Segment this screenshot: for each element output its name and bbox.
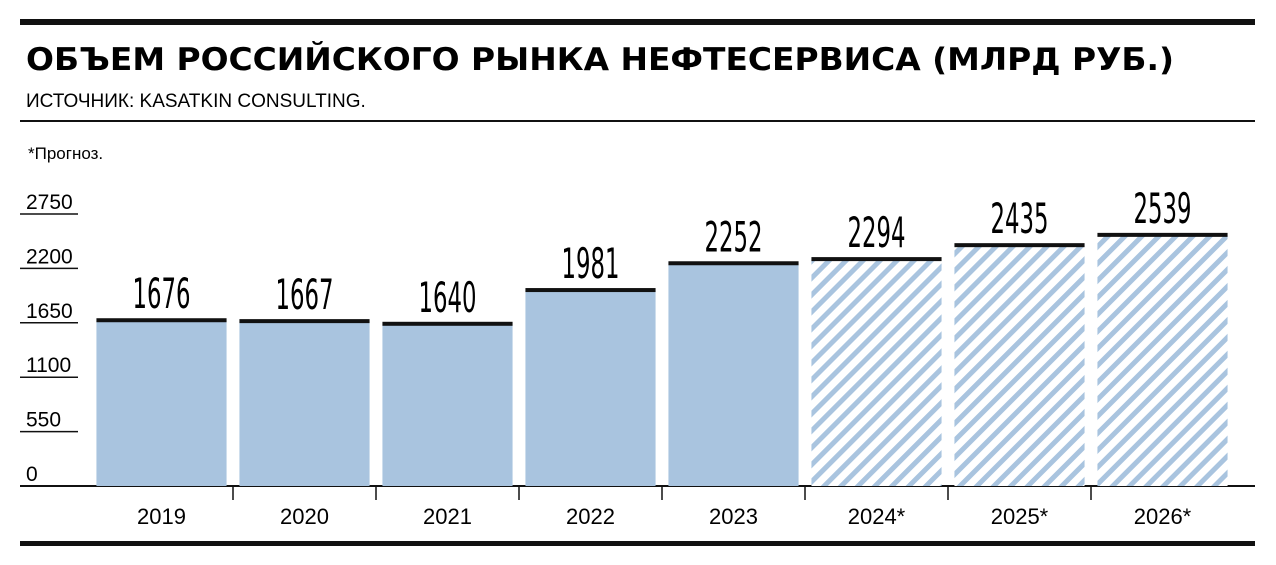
bar: [811, 259, 942, 486]
y-tick-label: 0: [26, 463, 38, 486]
bar: [525, 290, 656, 486]
x-tick-label: 2025*: [991, 504, 1049, 529]
bar: [668, 263, 799, 486]
top-rule: [20, 19, 1255, 25]
value-label: 1981: [562, 239, 620, 288]
bar-cap: [1097, 232, 1228, 237]
bar-cap: [811, 257, 942, 262]
bottom-rule: [20, 541, 1255, 546]
bar-cap: [525, 288, 656, 293]
x-tick-label: 2020: [280, 504, 329, 529]
bar-cap: [239, 319, 370, 324]
y-tick-label: 1100: [26, 354, 71, 377]
bar: [1097, 234, 1228, 486]
bar: [96, 320, 227, 486]
y-tick-label: 550: [26, 409, 61, 432]
value-label: 1676: [133, 269, 191, 318]
note: *Прогноз.: [28, 144, 103, 163]
bar-cap: [382, 321, 513, 326]
value-label: 2435: [991, 194, 1049, 243]
x-tick-label: 2019: [137, 504, 186, 529]
x-tick-label: 2024*: [848, 504, 906, 529]
chart-title: ОБЪЕМ РОССИЙСКОГО РЫНКА НЕФТЕСЕРВИСА (МЛ…: [26, 42, 1174, 78]
bar-cap: [668, 261, 799, 266]
x-tick-label: 2022: [566, 504, 615, 529]
x-tick-label: 2026*: [1134, 504, 1192, 529]
value-label: 1667: [276, 270, 334, 319]
value-label: 1640: [419, 273, 477, 322]
bar-cap: [954, 243, 1085, 248]
value-label: 2539: [1134, 184, 1192, 233]
bar: [954, 245, 1085, 486]
x-tick-label: 2021: [423, 504, 472, 529]
rule: [20, 120, 1255, 122]
y-tick-label: 2200: [26, 245, 73, 268]
x-tick-label: 2023: [709, 504, 758, 529]
value-label: 2294: [848, 208, 906, 257]
bar-cap: [96, 318, 227, 323]
bar: [239, 321, 370, 486]
y-tick-label: 1650: [26, 300, 73, 323]
subtitle: ИСТОЧНИК: KASATKIN CONSULTING.: [26, 91, 366, 112]
bar: [382, 323, 513, 486]
y-tick-label: 2750: [26, 191, 73, 214]
value-label: 2252: [705, 212, 763, 261]
